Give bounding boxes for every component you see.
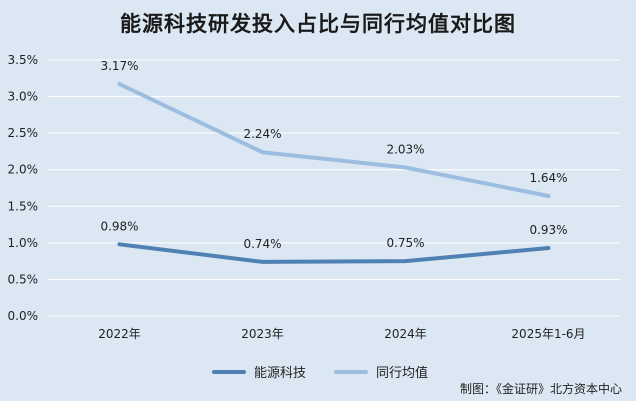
legend-swatch-series-2 xyxy=(334,369,368,374)
series-line-1 xyxy=(117,242,551,264)
x-tick-label-3: 2025年1-6月 xyxy=(511,327,585,341)
legend-item-series-1: 能源科技 xyxy=(212,362,306,381)
legend-swatch-series-1 xyxy=(212,369,246,374)
y-tick-label-6: 3.0% xyxy=(8,90,39,104)
y-tick-label-1: 0.5% xyxy=(8,272,39,286)
legend-label-series-1: 能源科技 xyxy=(254,366,307,381)
data-label-series-2-2: 2.03% xyxy=(386,143,424,157)
legend: 能源科技 同行均值 xyxy=(0,362,636,382)
data-label-series-1-0: 0.98% xyxy=(100,219,138,233)
x-tick-label-0: 2022年 xyxy=(98,327,141,341)
data-label-series-1-3: 0.93% xyxy=(529,223,567,237)
legend-item-series-2: 同行均值 xyxy=(334,362,428,381)
y-tick-label-2: 1.0% xyxy=(8,236,39,250)
data-label-series-2-3: 1.64% xyxy=(529,171,567,185)
y-tick-label-5: 2.5% xyxy=(8,126,39,140)
y-tick-label-4: 2.0% xyxy=(8,163,39,177)
data-label-series-1-2: 0.75% xyxy=(386,236,424,250)
x-tick-label-1: 2023年 xyxy=(241,327,284,341)
x-tick-label-2: 2024年 xyxy=(384,327,427,341)
source-credit: 制图：《金证研》北方资本中心 xyxy=(459,382,622,396)
chart-title: 能源科技研发投入占比与同行均值对比图 xyxy=(120,12,516,36)
data-label-series-1-1: 0.74% xyxy=(243,237,281,251)
series-line-2 xyxy=(117,82,551,198)
y-tick-label-7: 3.5% xyxy=(8,53,39,67)
y-tick-label-0: 0.0% xyxy=(8,309,39,323)
legend-label-series-2: 同行均值 xyxy=(376,366,429,381)
y-tick-label-3: 1.5% xyxy=(8,199,39,213)
data-label-series-2-0: 3.17% xyxy=(100,59,138,73)
data-label-series-2-1: 2.24% xyxy=(243,127,281,141)
